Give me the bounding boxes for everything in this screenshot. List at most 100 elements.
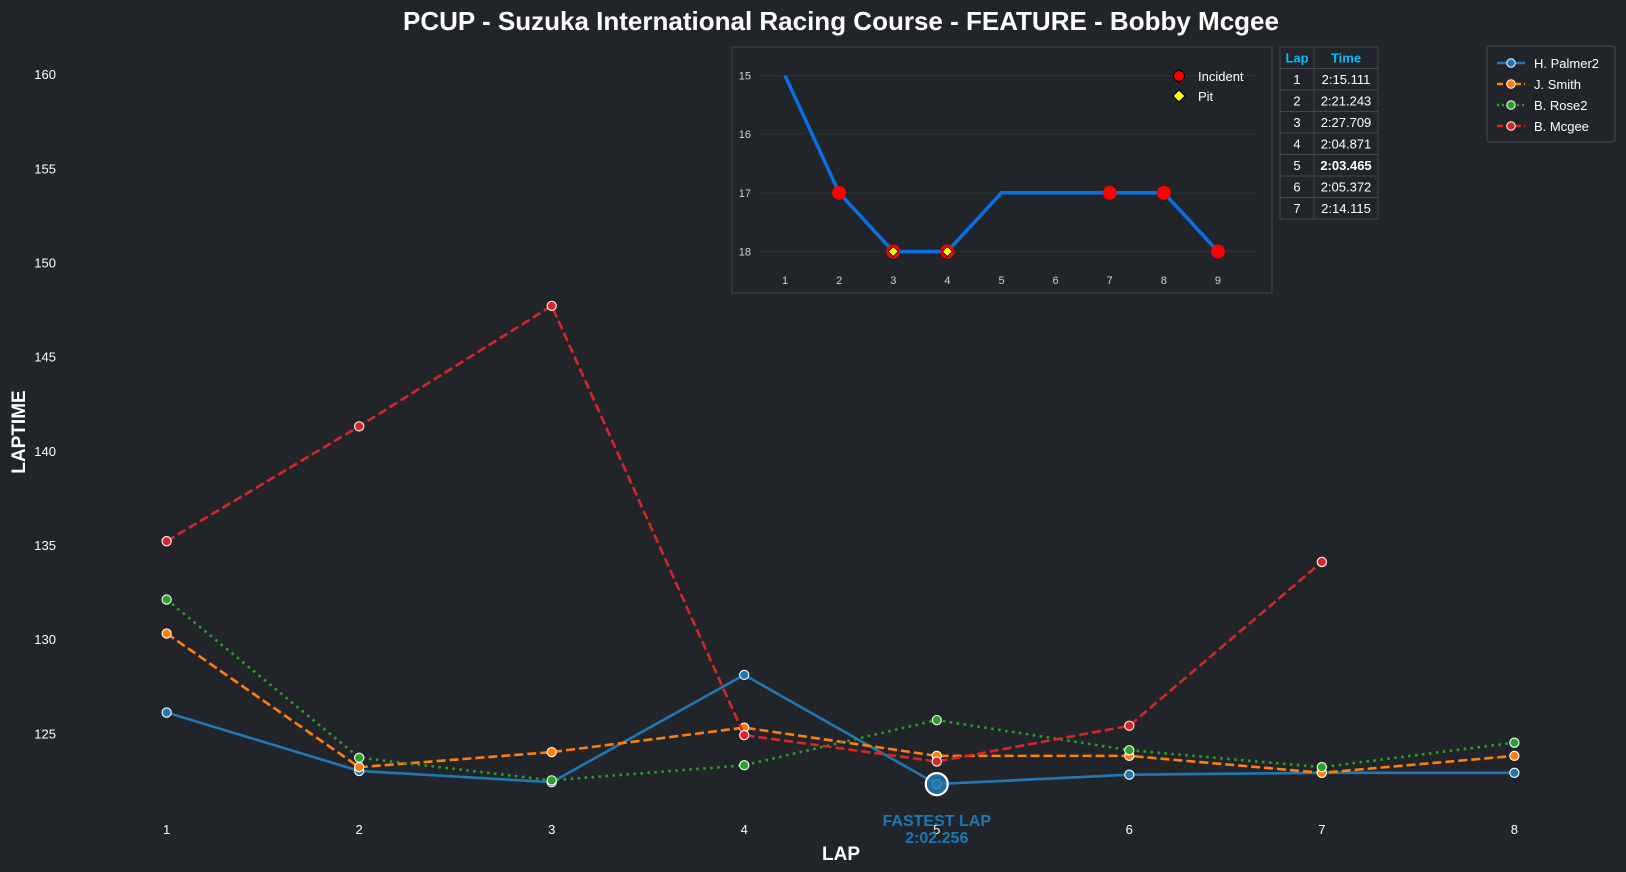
fastest-lap-label: FASTEST LAP: [883, 813, 992, 830]
legend-label-b-mcgee: B. Mcgee: [1534, 119, 1589, 134]
y-axis-label: LAPTIME: [9, 390, 30, 473]
table-header: Lap: [1285, 51, 1308, 66]
table-time-cell: 2:04.871: [1321, 137, 1372, 152]
inset-x-tick-label: 2: [836, 275, 842, 287]
fastest-lap-marker: [924, 772, 949, 797]
table-lap-cell: 6: [1293, 180, 1300, 195]
data-point-b-mcgee: [931, 756, 942, 767]
pit-marker: [941, 245, 953, 258]
pit-marker: [887, 245, 899, 258]
data-point-b-mcgee: [1124, 720, 1135, 731]
table-lap-cell: 4: [1293, 137, 1300, 152]
inset-y-tick-label: 15: [739, 70, 751, 82]
fastest-lap-annotation: FASTEST LAP 2:02.256: [883, 772, 992, 847]
inset-x-tick-label: 9: [1215, 275, 1221, 287]
legend-marker-b-mcgee: [1506, 121, 1516, 131]
table-lap-cell: 3: [1293, 115, 1300, 130]
y-tick-label: 155: [34, 161, 56, 176]
position-inset-chart: 15 16 17 18 1 2 3 4 5 6 8 9 7 Incident Pit: [731, 46, 1273, 294]
inset-axis-ticks: 15 16 17 18 1 2 3 4 5 6 8 9 7: [739, 70, 1221, 287]
data-point-b-rose2: [354, 752, 365, 763]
fastest-lap-value: 2:02.256: [905, 830, 968, 847]
data-point-j-smith: [354, 762, 365, 773]
legend-marker-h-palmer2: [1506, 58, 1516, 68]
legend-label-h-palmer2: H. Palmer2: [1534, 56, 1599, 71]
legend-marker-j-smith: [1506, 79, 1516, 89]
inset-x-tick-label: 8: [1161, 275, 1167, 287]
legend-marker-b-rose2: [1506, 100, 1516, 110]
x-tick-label: 7: [1318, 822, 1325, 837]
x-tick-label: 8: [1511, 822, 1518, 837]
data-point-b-rose2: [1509, 737, 1520, 748]
incident-marker: [832, 185, 847, 200]
data-point-h-palmer2: [161, 707, 172, 718]
table-time-cell: 2:05.372: [1321, 180, 1372, 195]
y-tick-label: 160: [34, 67, 56, 82]
table-time-cell: 2:15.111: [1322, 72, 1371, 87]
inset-x-tick-label: 1: [782, 275, 788, 287]
x-tick-label: 3: [548, 822, 555, 837]
inset-x-tick-label: 3: [890, 275, 896, 287]
series-legend-frame: [1486, 45, 1616, 143]
legend-pit-label: Pit: [1198, 89, 1214, 104]
data-point-h-palmer2: [739, 669, 750, 681]
y-tick-label: 145: [34, 350, 56, 365]
data-point-b-mcgee: [1316, 556, 1327, 568]
table-time-cell: 2:27.709: [1321, 115, 1372, 130]
chart-title: PCUP - Suzuka International Racing Cours…: [403, 6, 1279, 36]
data-point-b-rose2: [1316, 762, 1327, 773]
data-point-b-rose2: [739, 760, 750, 771]
x-tick-label: 5: [933, 822, 940, 837]
series-line-j-smith: [165, 632, 1515, 775]
data-point-j-smith: [546, 746, 557, 758]
x-axis-label: LAP: [822, 844, 860, 865]
legend-label-b-rose2: B. Rose2: [1534, 98, 1587, 113]
x-tick-label: 4: [741, 822, 748, 837]
x-tick-label: 2: [356, 822, 363, 837]
legend-incident-label: Incident: [1198, 69, 1244, 84]
y-tick-label: 135: [34, 538, 56, 553]
incident-marker: [1102, 185, 1117, 200]
data-point-b-mcgee: [161, 536, 172, 547]
data-point-b-rose2: [931, 714, 942, 726]
x-tick-label: 1: [163, 822, 170, 837]
y-tick-label: 130: [34, 632, 56, 647]
data-point-h-palmer2: [1124, 769, 1135, 780]
inset-plot-area: [783, 74, 1225, 259]
incident-marker: [1156, 185, 1171, 200]
data-point-j-smith: [1509, 750, 1520, 762]
table-cell: [1313, 197, 1379, 220]
table-time-cell: 2:21.243: [1321, 94, 1372, 109]
data-point-j-smith: [161, 628, 172, 639]
main-plot-area: [161, 300, 1520, 790]
data-point-b-rose2: [1124, 745, 1135, 756]
legend-label-j-smith: J. Smith: [1534, 77, 1581, 92]
x-tick-label: 6: [1126, 822, 1133, 837]
series-line-b-rose2: [165, 598, 1515, 782]
table-time-cell: 2:03.465: [1320, 158, 1371, 173]
y-tick-label: 125: [34, 726, 56, 741]
table-time-cell: 2:14.115: [1321, 201, 1371, 216]
series-line-h-palmer2: [166, 673, 1515, 786]
y-tick-label: 140: [34, 444, 56, 459]
table-header: Time: [1331, 51, 1361, 66]
data-point-b-rose2: [161, 594, 172, 605]
data-point-h-palmer2: [1509, 767, 1520, 778]
table-lap-cell: 2: [1293, 94, 1300, 109]
inset-y-tick-label: 17: [739, 188, 751, 200]
legend-incident-marker: [1173, 70, 1185, 82]
table-lap-cell: 7: [1293, 201, 1300, 216]
series-legend: H. Palmer2 J. Smith B. Rose2 B. Mcgee: [1486, 45, 1616, 143]
inset-x-tick-label: 4: [944, 275, 950, 287]
inset-legend: Incident Pit: [1172, 69, 1244, 104]
position-line: [783, 74, 1220, 254]
inset-x-tick-label: 7: [1107, 275, 1113, 287]
incident-marker: [1210, 244, 1225, 259]
inset-y-tick-label: 18: [739, 247, 751, 259]
inset-y-tick-label: 16: [739, 129, 751, 141]
data-point-b-rose2: [546, 775, 557, 786]
table-lap-cell: 5: [1293, 158, 1300, 173]
inset-x-tick-label: 6: [1053, 275, 1059, 287]
inset-frame: [731, 46, 1273, 294]
